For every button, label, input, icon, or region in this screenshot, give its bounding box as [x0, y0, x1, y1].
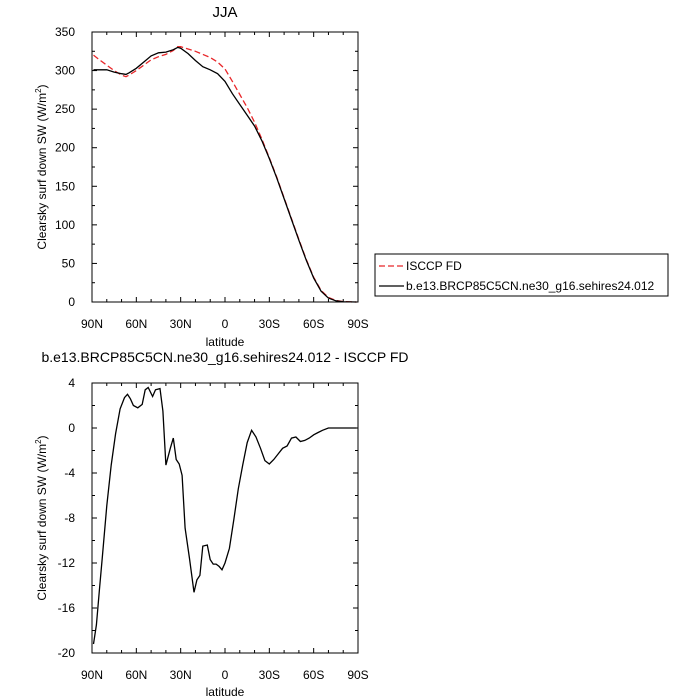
top-y-axis-label-close: ): [35, 84, 49, 88]
top-y-axis-label-sup: 2: [34, 88, 43, 93]
y-tick-label: -4: [64, 466, 75, 480]
x-tick-label: 90S: [347, 317, 368, 331]
y-tick-label: 150: [55, 179, 75, 193]
series-line-0: [92, 386, 357, 645]
bottom-plot-frame: [91, 382, 359, 654]
x-tick-label: 0: [222, 317, 229, 331]
y-tick-label: 200: [55, 141, 75, 155]
bottom-x-ticks: 90N 60N 30N 0 30S 60S 90S: [81, 383, 369, 682]
y-tick-label: 100: [55, 218, 75, 232]
y-tick-label: 0: [68, 421, 75, 435]
x-tick-label: 90N: [81, 668, 103, 682]
bottom-y-axis-label: Clearsky surf down SW (W/m2): [34, 435, 49, 600]
y-tick-label: -8: [64, 511, 75, 525]
x-tick-label: 60N: [125, 668, 147, 682]
legend-label-isccp: ISCCP FD: [406, 259, 462, 273]
top-y-ticks: 0 50 100 150 200 250 300 350: [55, 25, 358, 309]
bottom-y-axis-label-close: ): [35, 435, 49, 439]
top-y-axis-label-text: Clearsky surf down SW (W/m: [35, 93, 49, 250]
x-tick-label: 60S: [303, 668, 324, 682]
y-tick-label: -12: [58, 556, 76, 570]
x-tick-label: 0: [222, 668, 229, 682]
top-plot-frame: [91, 31, 359, 303]
x-tick-label: 60S: [303, 317, 324, 331]
top-chart-legend: ISCCP FD b.e13.BRCP85C5CN.ne30_g16.sehir…: [374, 253, 669, 297]
y-tick-label: 250: [55, 102, 75, 116]
bottom-series-lines: [92, 386, 357, 645]
x-tick-label: 30N: [170, 668, 192, 682]
top-x-axis-label: latitude: [206, 335, 245, 349]
y-tick-label: 350: [55, 25, 75, 39]
x-tick-label: 30S: [259, 668, 280, 682]
y-tick-label: 300: [55, 64, 75, 78]
y-tick-label: 50: [62, 256, 76, 270]
y-tick-label: 4: [68, 376, 75, 390]
x-tick-label: 30N: [170, 317, 192, 331]
x-tick-label: 90S: [347, 668, 368, 682]
y-tick-label: 0: [68, 295, 75, 309]
top-y-axis-label: Clearsky surf down SW (W/m2): [34, 84, 49, 249]
y-tick-label: -16: [58, 601, 76, 615]
bottom-y-axis-label-text: Clearsky surf down SW (W/m: [35, 444, 49, 601]
top-chart: JJA 90N 60N 30N 0 30S 60S 90S 0 50 100 150 200 250 3…: [34, 4, 669, 349]
bottom-x-axis-label: latitude: [206, 685, 245, 699]
x-tick-label: 60N: [125, 317, 147, 331]
bottom-chart-title: b.e13.BRCP85C5CN.ne30_g16.sehires24.012 …: [41, 349, 408, 365]
legend-box: [374, 253, 669, 297]
x-tick-label: 30S: [259, 317, 280, 331]
series-line-0: [93, 46, 357, 303]
bottom-chart: b.e13.BRCP85C5CN.ne30_g16.sehires24.012 …: [34, 349, 409, 699]
x-tick-label: 90N: [81, 317, 103, 331]
top-series-lines: [93, 46, 357, 303]
top-chart-title: JJA: [212, 4, 237, 21]
legend-label-model: b.e13.BRCP85C5CN.ne30_g16.sehires24.012: [406, 279, 654, 293]
bottom-y-axis-label-sup: 2: [34, 439, 43, 444]
top-x-ticks: 90N 60N 30N 0 30S 60S 90S: [81, 32, 369, 331]
bottom-y-ticks: -20 -16 -12 -8 -4 0 4: [58, 376, 358, 660]
y-tick-label: -20: [58, 646, 76, 660]
series-line-1: [93, 46, 357, 303]
